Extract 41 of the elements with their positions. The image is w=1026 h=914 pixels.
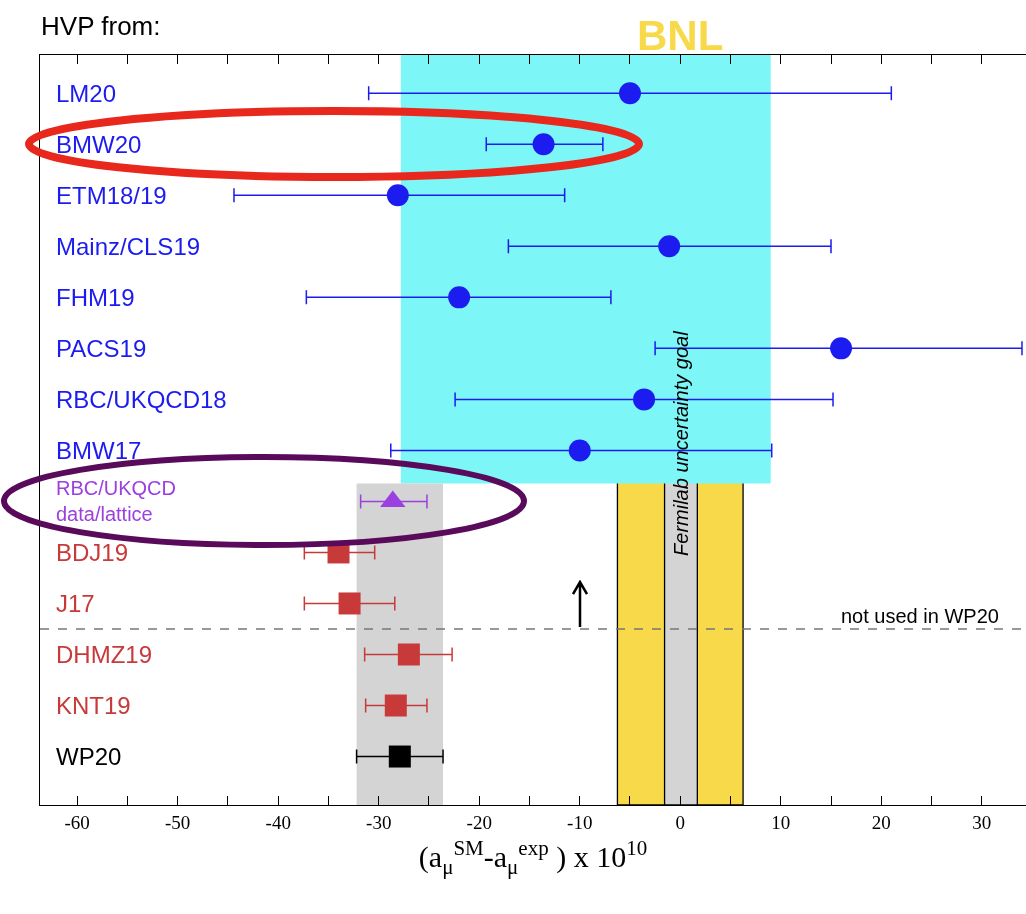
point <box>568 439 591 462</box>
y-tick-label: BMW17 <box>56 437 142 464</box>
y-tick-label: DHMZ19 <box>56 641 153 668</box>
point <box>658 235 681 258</box>
point <box>633 388 656 411</box>
y-tick-label: KNT19 <box>56 692 131 719</box>
x-tick-label: 20 <box>871 811 891 833</box>
point <box>830 337 853 360</box>
y-tick-label: Mainz/CLS19 <box>56 233 201 260</box>
band-label: BNL <box>637 12 724 59</box>
x-tick-label: -20 <box>466 811 492 833</box>
point <box>397 643 420 666</box>
x-tick-label: -60 <box>64 811 90 833</box>
y-tick-label: RBC/UKQCD data/lattice <box>56 477 177 525</box>
y-tick-label: RBC/UKQCD18 <box>56 386 227 413</box>
y-tick-label: BDJ19 <box>56 539 129 566</box>
x-tick-label: 10 <box>771 811 791 833</box>
band-label: Fermilab uncertainty goal <box>669 330 692 556</box>
point <box>338 592 361 615</box>
annotation: not used in WP20 <box>841 605 999 627</box>
point <box>386 184 409 207</box>
x-tick-label: -50 <box>165 811 191 833</box>
point <box>532 133 555 156</box>
y-tick-label: FHM19 <box>56 284 135 311</box>
x-tick-label: -30 <box>366 811 392 833</box>
y-tick-label: J17 <box>56 590 95 617</box>
point <box>384 694 407 717</box>
x-tick-label: 30 <box>972 811 992 833</box>
chart-title: HVP from: <box>41 10 161 41</box>
x-axis-title: (a$_{μ}$$^{SM}$-a$_{μ}$$^{exp}$ ) x 10$^{10}$ <box>418 835 648 879</box>
y-tick-label: WP20 <box>56 743 122 770</box>
point <box>448 286 471 309</box>
y-tick-label: ETM18/19 <box>56 182 167 209</box>
y-tick-label: LM20 <box>56 80 117 107</box>
point <box>619 82 641 105</box>
y-tick-label: PACS19 <box>56 335 147 362</box>
point <box>388 745 411 768</box>
x-tick-label: 0 <box>675 811 685 833</box>
y-tick-label: BMW20 <box>56 131 142 158</box>
x-tick-label: -40 <box>265 811 291 833</box>
x-tick-label: -10 <box>567 811 593 833</box>
